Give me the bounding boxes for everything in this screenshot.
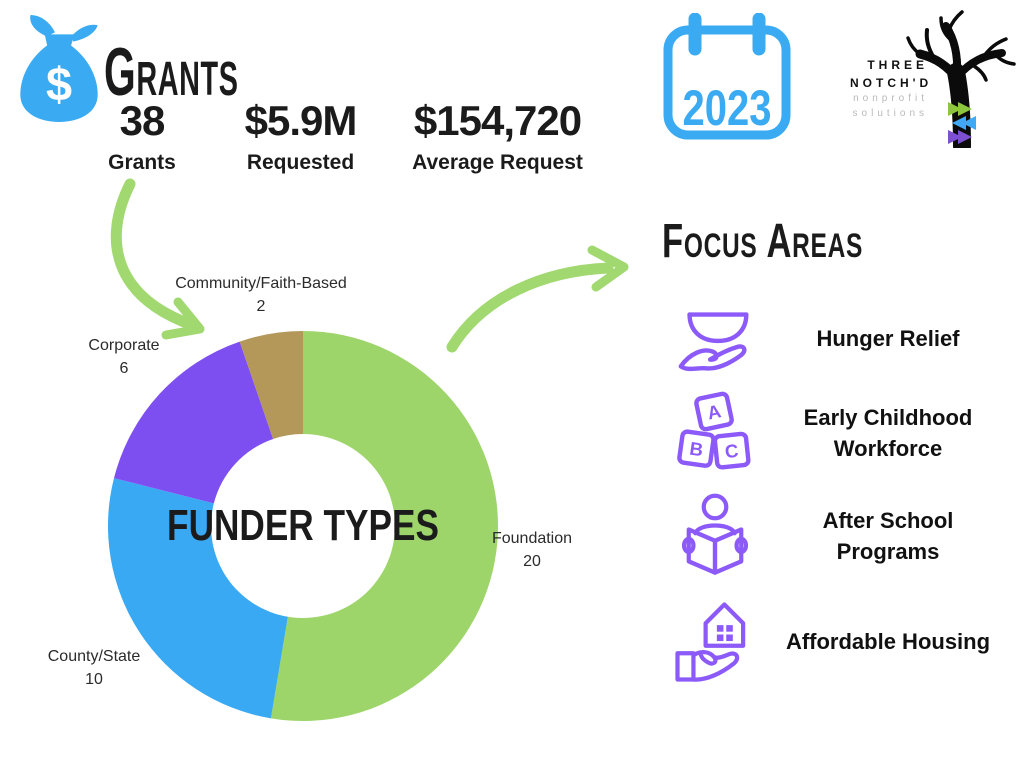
logo-line-solutions: solutions	[852, 107, 928, 119]
stat-requested-label: Requested	[246, 151, 355, 174]
svg-text:C: C	[724, 440, 740, 462]
stat-requested: $5.9M Requested	[228, 100, 373, 175]
logo-text: THREE NOTCH'D nonprofit solutions	[850, 56, 928, 121]
donut-segment-foundation	[270, 331, 498, 721]
focus-item-early-childhood-workforce: A B C Early Childhood Workforce	[655, 388, 1005, 480]
year-badge: 2023	[682, 80, 772, 136]
donut-label-foundation: Foundation 20	[491, 530, 573, 571]
stat-grants-count-label: Grants	[108, 151, 176, 174]
logo-line-three: THREE	[867, 58, 928, 72]
money-bag-icon: $	[20, 15, 98, 122]
calendar-frame-icon	[663, 12, 791, 140]
focus-areas-heading: Focus Areas	[662, 215, 864, 268]
stat-grants-count-value: 38	[119, 97, 166, 144]
logo-line-notchd: NOTCH'D	[850, 76, 933, 90]
donut-segment-community-faith-based	[239, 331, 303, 439]
abc-blocks-icon: A B C	[677, 391, 751, 470]
stat-requested-value: $5.9M	[244, 97, 358, 144]
stat-grants-count: 38 Grants	[82, 100, 202, 175]
bowl-hand-icon	[678, 312, 749, 372]
page-title: Grants	[104, 34, 239, 110]
donut-segment-county-state	[108, 478, 288, 719]
logo-line-nonprofit: nonprofit	[853, 93, 928, 104]
notch-chevrons-icon	[948, 102, 976, 144]
tree-icon	[906, 10, 1016, 148]
stat-average-request-label: Average Request	[412, 151, 583, 174]
donut-label-community-faith-based: Community/Faith-Based 2	[175, 275, 347, 316]
donut-chart: FUNDER TYPES	[100, 321, 506, 731]
stat-average-request-value: $154,720	[413, 97, 582, 144]
svg-text:A: A	[705, 400, 722, 423]
donut-label-county-state: County/State 10	[47, 648, 141, 689]
funder-donut	[108, 331, 498, 721]
calendar-icon: 2023	[663, 12, 791, 141]
stat-average-request: $154,720 Average Request	[405, 100, 590, 175]
logo: THREE NOTCH'D nonprofit solutions	[850, 8, 1018, 148]
svg-text:B: B	[688, 438, 704, 461]
donut-label-corporate: Corporate 6	[88, 337, 160, 378]
donut-center-title: FUNDER TYPES	[167, 501, 439, 550]
focus-label-affordable-housing: Affordable Housing	[785, 628, 991, 654]
focus-label-hunger-relief: Hunger Relief	[816, 325, 960, 351]
svg-text:$: $	[46, 59, 72, 111]
house-hand-icon	[675, 602, 746, 682]
donut-segment-corporate	[113, 341, 274, 504]
focus-item-hunger-relief: Hunger Relief	[655, 293, 1005, 385]
focus-item-after-school-programs: After School Programs	[655, 486, 1005, 588]
focus-label-early-childhood-workforce: Early Childhood Workforce	[803, 405, 973, 461]
focus-item-affordable-housing: Affordable Housing	[655, 592, 1005, 692]
reading-person-icon	[681, 493, 749, 575]
focus-label-after-school-programs: After School Programs	[822, 508, 954, 564]
